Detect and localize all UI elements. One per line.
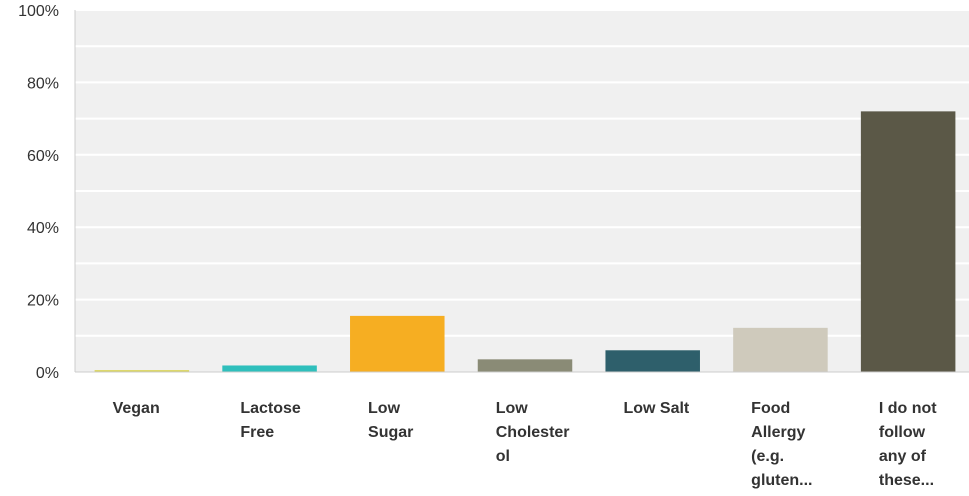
gridlines <box>75 9 969 337</box>
category-label: Low Salt <box>623 400 689 417</box>
category-label: Low Sugar <box>368 400 413 441</box>
category-label: Low Cholester ol <box>496 400 570 465</box>
bar <box>94 370 190 372</box>
bar <box>222 365 317 372</box>
category-label: Vegan <box>113 400 160 417</box>
bar <box>350 315 445 372</box>
y-tick-label: 60% <box>27 148 59 165</box>
bar <box>860 111 956 373</box>
y-tick-label: 40% <box>27 220 59 237</box>
y-tick-label: 20% <box>27 293 59 310</box>
bars <box>94 111 956 373</box>
y-tick-label: 100% <box>18 3 59 20</box>
bar <box>733 327 828 372</box>
category-label: Food Allergy (e.g. gluten... <box>751 400 812 489</box>
category-labels: Vegan Lactose Free Low Sugar Low Cholester ol Lo… <box>113 400 938 489</box>
category-label: I do not follow any of these... <box>879 400 937 489</box>
bar <box>477 359 573 372</box>
y-tick-label: 80% <box>27 75 59 92</box>
bar <box>605 350 700 372</box>
category-label: Lactose Free <box>240 400 301 441</box>
y-tick-label: 0% <box>36 365 59 382</box>
y-tick-labels: 0% 20% 40% 60% 80% 100% <box>18 3 59 382</box>
